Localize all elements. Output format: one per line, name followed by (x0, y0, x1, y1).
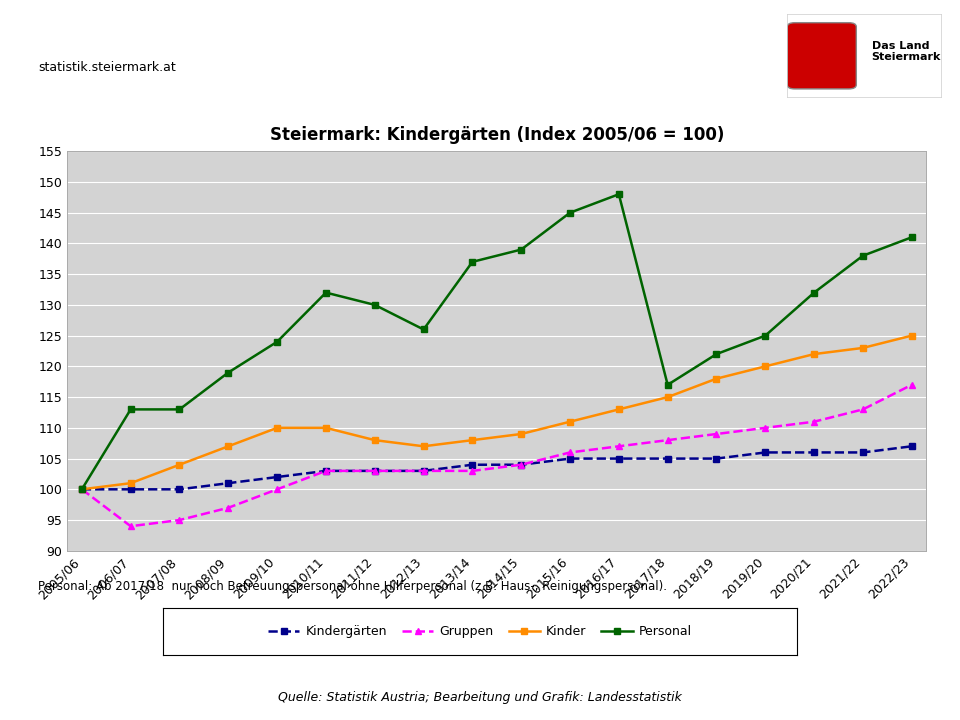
Text: statistik.steiermark.at: statistik.steiermark.at (38, 61, 176, 74)
Text: Quelle: Statistik Austria; Bearbeitung und Grafik: Landesstatistik: Quelle: Statistik Austria; Bearbeitung u… (278, 691, 682, 704)
Text: Das Land
Steiermark: Das Land Steiermark (872, 41, 941, 63)
Title: Steiermark: Kindergärten (Index 2005/06 = 100): Steiermark: Kindergärten (Index 2005/06 … (270, 126, 724, 144)
Legend: Kindergärten, Gruppen, Kinder, Personal: Kindergärten, Gruppen, Kinder, Personal (263, 621, 697, 643)
FancyBboxPatch shape (787, 22, 856, 89)
Text: Personal: Ab 2017/18  nur noch Betreuungspersonal ohne Hilferpersonal (z.B. Haus: Personal: Ab 2017/18 nur noch Betreuungs… (38, 580, 667, 593)
